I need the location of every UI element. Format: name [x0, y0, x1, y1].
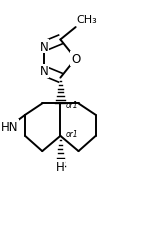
Text: or1: or1 [66, 100, 79, 109]
Text: H: H [56, 160, 65, 173]
Text: or1: or1 [66, 130, 79, 139]
Text: HN: HN [1, 120, 19, 133]
Text: N: N [40, 65, 48, 78]
Text: O: O [71, 53, 80, 66]
Text: CH₃: CH₃ [77, 15, 97, 25]
Text: N: N [40, 40, 48, 53]
